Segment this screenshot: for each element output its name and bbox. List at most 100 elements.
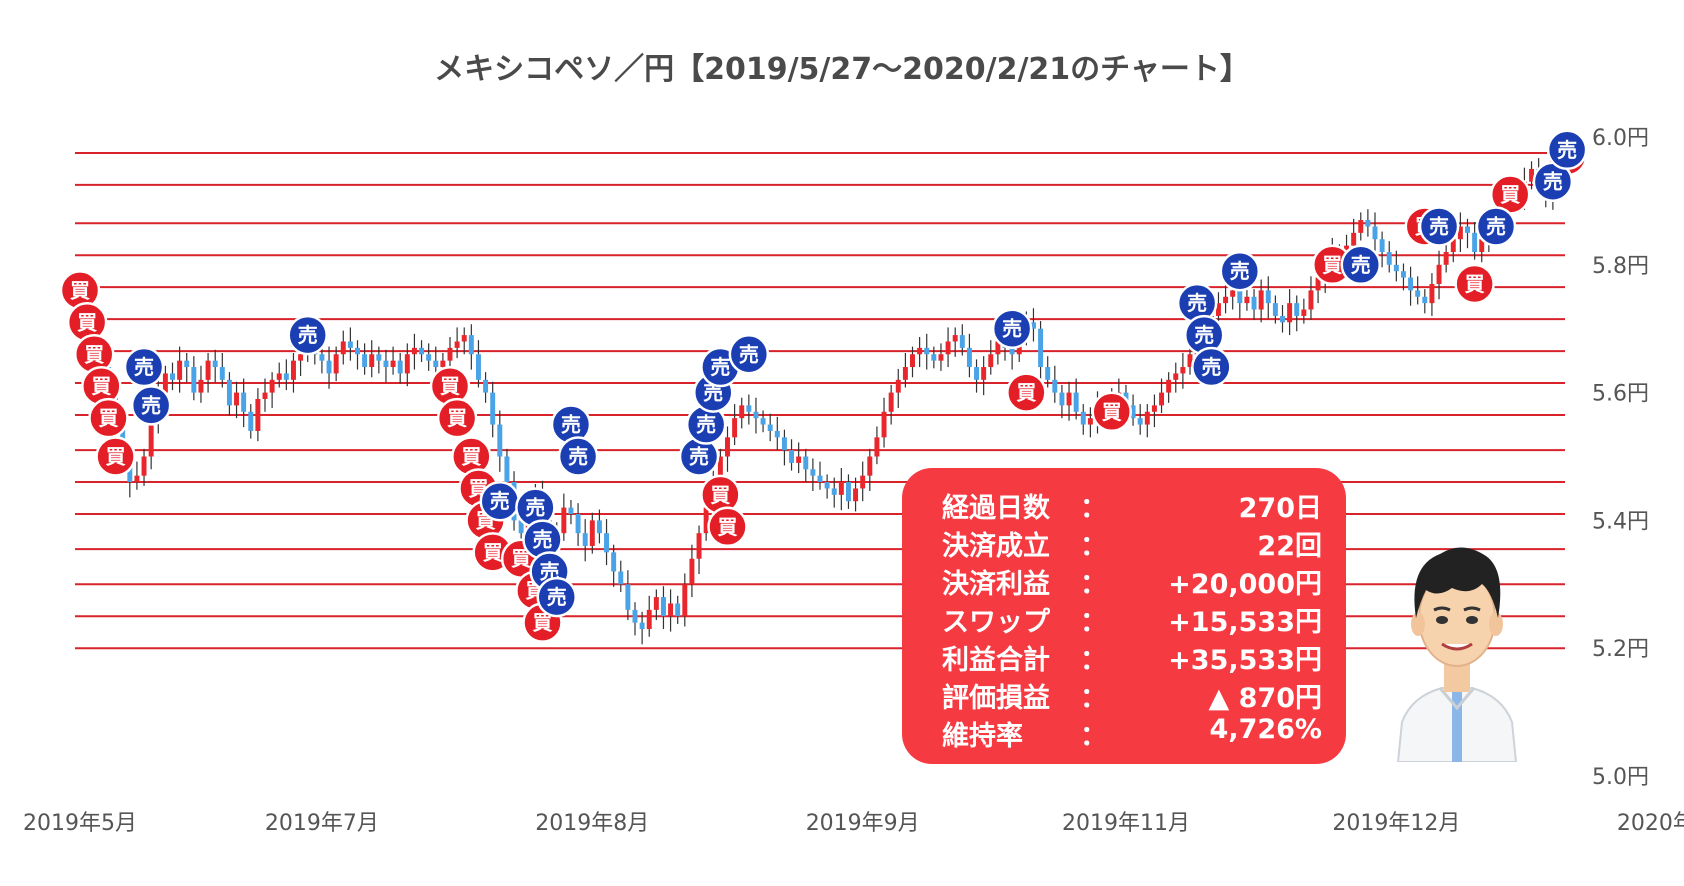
candle-body [1215,303,1221,316]
svg-text:売: 売 [298,323,318,347]
buy-marker: 買 [1006,372,1047,413]
svg-text:買: 買 [447,406,467,430]
summary-value: ▲ 870円 [1208,683,1322,714]
candle-body [902,367,908,380]
candle-body [162,373,168,393]
summary-box: 経過日数 ： 270日 決済成立 ： 22回 決済利益 ： +20,000円 ス… [902,468,1346,764]
candle-body [1386,252,1392,265]
svg-text:買: 買 [1102,400,1122,424]
candle-body [1237,290,1243,304]
y-tick-label: 5.4円 [1592,509,1649,534]
x-tick-label: 2020年2月 [1617,811,1684,836]
candle-body [340,341,346,355]
sell-marker: 売 [522,519,563,560]
svg-text:買: 買 [511,547,531,571]
candle-body [355,347,360,355]
candle-body [611,552,617,572]
summary-colon: ： [1080,721,1107,752]
candle-body [853,488,859,502]
candle-body [781,437,787,451]
candle-body [1315,277,1321,291]
candle-body [376,354,382,361]
summary-label: 利益合計 [942,645,1050,676]
candle-body [1244,296,1250,304]
summary-row: 利益合計 ： +35,533円 [942,638,1322,676]
sell-marker: 売 [287,314,328,356]
candle-body [276,373,282,380]
sell-marker: 売 [123,346,165,388]
candle-body [1080,411,1086,425]
candle-body [668,603,674,617]
svg-text:買: 買 [91,374,111,398]
candle-body [689,558,695,585]
candle-body [1180,367,1186,374]
candle-body [397,360,403,374]
buy-marker: 買 [1454,263,1495,305]
candle-body [1450,239,1456,253]
candle-body [917,347,923,355]
sell-marker: 売 [991,308,1033,349]
candle-body [411,347,417,355]
candle-body [1529,168,1535,182]
candle-body [177,360,183,380]
svg-text:買: 買 [1500,183,1520,207]
candle-body [753,411,759,419]
summary-value: +15,533円 [1168,607,1322,638]
candle-body [241,392,247,412]
candle-body [1159,392,1165,406]
candle-body [383,360,389,368]
candle-body [1087,418,1093,425]
svg-text:買: 買 [1465,272,1485,296]
candle-body [1429,283,1435,304]
candle-body [952,335,958,342]
candle-body [817,475,823,483]
y-tick-label: 5.8円 [1592,254,1649,279]
summary-row: 決済成立 ： 22回 [942,524,1322,562]
svg-text:買: 買 [1322,253,1342,277]
candle-body [845,482,851,502]
candle-body [1457,226,1463,240]
candle-body [1358,220,1364,233]
candle-body [682,584,688,617]
candle-body [490,392,496,425]
candle-body [931,354,937,361]
summary-row: スワップ ： +15,533円 [942,600,1322,638]
svg-text:売: 売 [689,445,709,469]
candle-body [262,392,268,399]
candle-body [717,456,723,483]
buy-marker: 買 [707,506,748,548]
y-tick-label: 6.0円 [1592,126,1649,151]
x-axis: 2019年5月 2019年7月 2019年8月 2019年9月 2019年11月 2019… [23,811,1684,836]
candle-body [767,424,773,431]
buy-marker: 買 [451,436,492,477]
svg-text:買: 買 [461,445,481,469]
svg-text:売: 売 [710,355,730,379]
buy-marker: 買 [1091,391,1132,433]
candle-body [938,354,944,361]
candle-body [981,367,987,380]
candle-body [732,418,738,438]
candle-body [219,367,225,380]
candle-body [497,424,503,457]
candle-body [760,418,766,425]
sell-marker: 売 [515,487,556,528]
x-tick-label: 2019年9月 [806,811,920,836]
summary-colon: ： [1080,531,1107,562]
candle-body [1365,220,1371,227]
buy-marker: 買 [95,436,136,477]
candle-body [475,354,481,380]
summary-colon: ： [1080,569,1107,600]
candle-body [860,475,866,489]
sell-marker: 売 [479,480,521,522]
y-tick-label: 5.6円 [1592,382,1649,407]
candle-body [1066,392,1072,406]
candle-body [440,360,446,368]
summary-label: 決済成立 [942,531,1050,562]
svg-text:売: 売 [696,413,716,437]
candle-body [447,347,453,361]
sell-marker: 売 [536,576,577,618]
candle-body [1436,264,1442,284]
candle-body [988,354,994,368]
svg-text:売: 売 [568,445,588,469]
